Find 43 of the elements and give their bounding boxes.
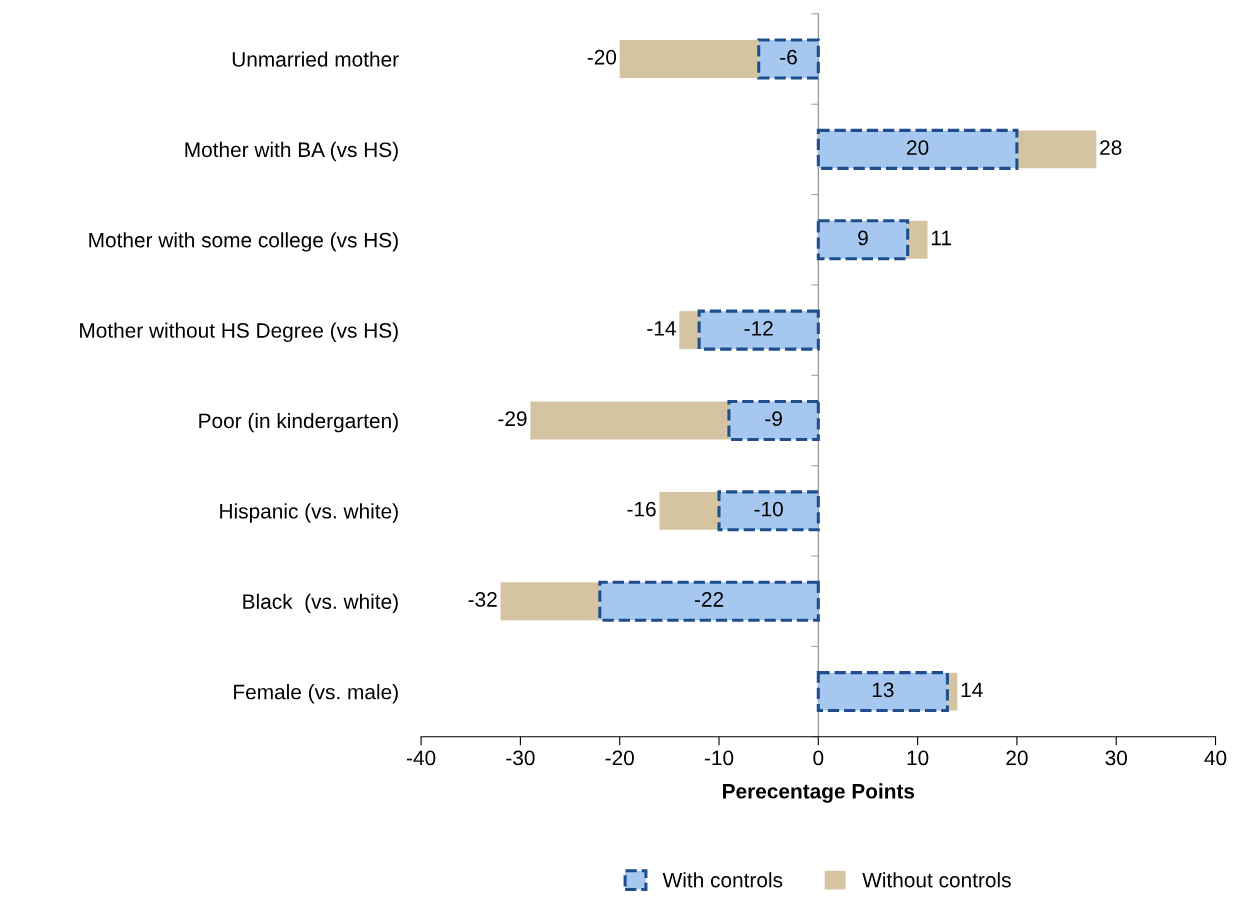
x-tick-label: -10	[704, 750, 734, 766]
total-label: 11	[931, 230, 951, 246]
data-label: 20	[907, 140, 929, 155]
bar	[1016, 130, 1097, 169]
y-tick-label: Female (vs. male)	[234, 684, 398, 704]
y-tick-label: Black (vs. white)	[243, 593, 398, 614]
data-label: -6	[780, 49, 797, 65]
x-tick-label: 0	[813, 750, 824, 766]
y-tick-label: Mother with some college (vs HS)	[89, 232, 398, 252]
x-tick-label: -40	[406, 750, 436, 766]
bar	[659, 491, 719, 530]
legend-label: With controls	[662, 872, 783, 888]
data-label: -12	[744, 320, 773, 336]
y-tick-label: Hispanic (vs. white)	[220, 503, 398, 523]
total-label: -20	[587, 49, 617, 65]
y-tick-label: Mother with BA (vs HS)	[185, 141, 398, 162]
data-label: 9	[858, 230, 868, 246]
total-label: -14	[647, 321, 676, 336]
y-tick-label: Mother without HS Degree (vs HS)	[80, 322, 398, 342]
x-tick-label: -30	[506, 750, 535, 766]
total-label: -16	[627, 501, 656, 517]
total-label: 28	[1100, 140, 1122, 155]
x-tick-label: 10	[907, 750, 929, 766]
data-label: -22	[694, 592, 724, 607]
x-tick-label: 20	[1006, 750, 1028, 766]
bar	[907, 220, 928, 259]
total-label: 14	[961, 682, 983, 697]
x-tick-label: 40	[1204, 750, 1227, 766]
bar	[500, 582, 600, 621]
x-tick-label: -20	[605, 750, 634, 766]
y-tick-label: Unmarried mother	[232, 51, 399, 67]
x-tick-label: 30	[1105, 750, 1127, 766]
x-axis-title: Perecentage Points	[723, 783, 915, 803]
bar	[530, 401, 729, 440]
bar	[679, 311, 700, 350]
data-label: 13	[872, 682, 894, 698]
total-label: -29	[498, 411, 527, 427]
legend-label: Without controls	[862, 872, 1011, 888]
bar	[619, 40, 759, 78]
total-label: -32	[468, 592, 497, 607]
data-label: -10	[754, 501, 783, 517]
y-tick-label: Poor (in kindergarten)	[199, 412, 398, 433]
data-label: -9	[765, 411, 782, 427]
